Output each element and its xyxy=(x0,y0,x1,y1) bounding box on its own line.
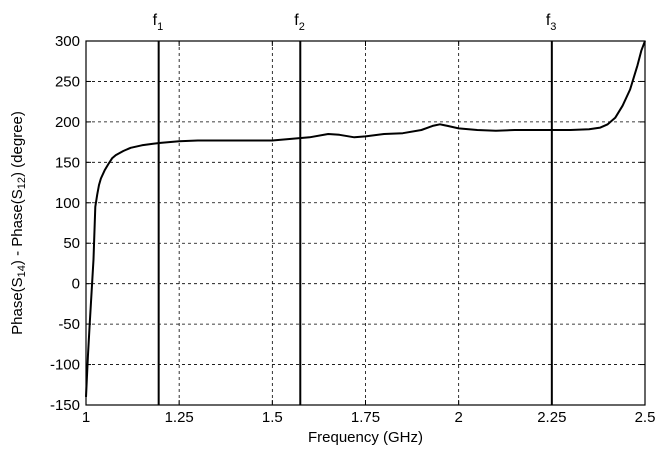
frequency-marker-label: f1 xyxy=(153,12,164,33)
frequency-marker-label: f2 xyxy=(294,12,305,33)
y-tick-label: 300 xyxy=(55,33,80,50)
y-axis-label: Phase(S14) - Phase(S12) (degree) xyxy=(9,111,28,335)
x-tick-label: 1.75 xyxy=(351,409,380,426)
y-axis-label-part2: ) - Phase(S xyxy=(9,189,26,265)
y-axis-label-sub1: 14 xyxy=(16,265,28,277)
y-tick-label: 50 xyxy=(63,235,80,252)
frequency-markers xyxy=(157,41,553,405)
y-tick-label: 150 xyxy=(55,154,80,171)
x-tick-label: 2.5 xyxy=(635,409,656,426)
frequency-marker-label: f3 xyxy=(546,12,557,33)
x-axis-ticks: 1 1.25 1.5 1.75 2 2.25 2.5 xyxy=(82,41,656,426)
y-axis-label-part1: Phase(S xyxy=(9,277,26,335)
x-tick-label: 1 xyxy=(82,409,90,426)
y-tick-label: 0 xyxy=(72,276,80,293)
x-axis-label: Frequency (GHz) xyxy=(308,429,423,446)
y-tick-label: 250 xyxy=(55,73,80,90)
x-tick-label: 2.25 xyxy=(537,409,566,426)
y-tick-label: -100 xyxy=(50,357,80,374)
y-axis-ticks: -150 -100 -50 0 50 100 150 200 250 300 xyxy=(50,33,645,414)
y-tick-label: 200 xyxy=(55,114,80,131)
y-tick-label: 100 xyxy=(55,195,80,212)
series-line xyxy=(85,40,646,397)
series-group xyxy=(85,40,646,397)
y-tick-label: -50 xyxy=(58,316,80,333)
x-tick-label: 1.5 xyxy=(262,409,283,426)
y-axis-label-sub2: 12 xyxy=(16,177,28,189)
y-axis-label-part3: ) (degree) xyxy=(9,111,26,177)
y-tick-label: -150 xyxy=(50,397,80,414)
marker-labels: f1 f2 f3 xyxy=(153,12,557,33)
x-tick-label: 2 xyxy=(454,409,462,426)
x-tick-label: 1.25 xyxy=(165,409,194,426)
